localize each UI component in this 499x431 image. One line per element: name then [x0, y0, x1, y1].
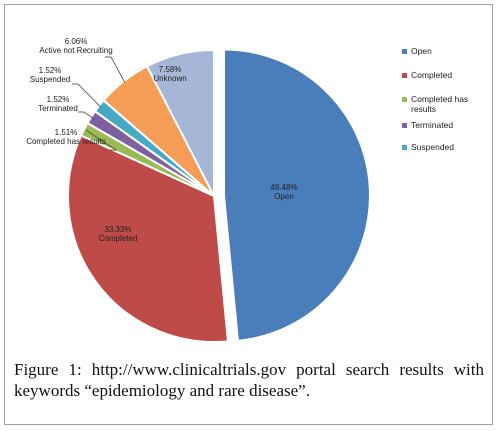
- slice-percent-active-not-recruiting: 6.06%: [65, 37, 88, 46]
- figure-caption: Figure 1: http://www.clinicaltrials.gov …: [14, 359, 484, 401]
- slice-label-completed-has-results: Completed has results: [26, 137, 106, 146]
- legend-swatch-completed: [402, 73, 407, 78]
- slice-label-active-not-recruiting: Active not Recruiting: [39, 46, 112, 55]
- slice-labels: 48.48%Open 33.33%Completed 1.51%Completed …: [26, 37, 297, 243]
- figure-caption-text: http://www.clinicaltrials.gov portal sea…: [14, 360, 484, 400]
- leader-line-active-not-recruiting: [105, 56, 126, 83]
- legend-label-terminated: Terminated: [411, 120, 453, 130]
- legend-swatch-open: [402, 49, 407, 54]
- legend-label-completed: Completed: [411, 70, 452, 80]
- legend-label-open: Open: [411, 46, 432, 56]
- slice-label-suspended: Suspended: [30, 75, 70, 84]
- slice-label-terminated: Terminated: [38, 104, 78, 113]
- pie-slice-open: [222, 48, 371, 342]
- legend-label-completed-has-results: Completed has results: [411, 94, 468, 114]
- figure-label: Figure 1:: [14, 360, 82, 379]
- leader-line-suspended: [72, 83, 102, 108]
- legend-swatch-completed-has-results: [402, 97, 407, 102]
- pie-slice-completed: [67, 134, 230, 343]
- slice-percent-completed-has-results: 1.51%: [55, 128, 78, 137]
- legend-label-suspended: Suspended: [411, 142, 454, 152]
- pie-slices: [67, 48, 371, 343]
- leader-line-terminated: [78, 111, 94, 119]
- slice-percent-suspended: 1.52%: [39, 66, 62, 75]
- pie-slice-unknown: [145, 48, 215, 197]
- legend: Open Completed Completed has results Termina…: [402, 46, 468, 152]
- legend-swatch-terminated: [402, 123, 407, 128]
- slice-percent-unknown: 7.58%: [159, 65, 182, 74]
- slice-percent-terminated: 1.52%: [47, 95, 70, 104]
- slice-percent-completed: 33.33%: [104, 225, 131, 234]
- pie-chart: 48.48%Open33.33%Completed1.51%Completed …: [26, 37, 468, 343]
- slice-label-unknown: Unknown: [153, 74, 186, 83]
- slice-percent-open: 48.48%: [270, 183, 297, 192]
- slice-label-completed: Completed: [99, 234, 138, 243]
- leader-lines: [72, 56, 126, 151]
- slice-label-open: Open: [274, 192, 294, 201]
- legend-swatch-suspended: [402, 145, 407, 150]
- leader-line-completed-has-results: [85, 129, 118, 151]
